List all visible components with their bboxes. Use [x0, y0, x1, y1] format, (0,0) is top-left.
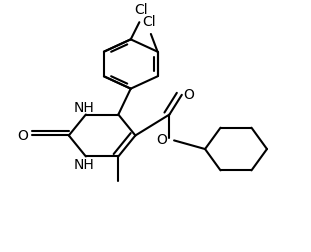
Text: O: O — [156, 133, 167, 147]
Text: O: O — [183, 87, 194, 101]
Text: NH: NH — [74, 100, 95, 114]
Text: O: O — [17, 129, 28, 143]
Text: Cl: Cl — [134, 3, 148, 17]
Text: Cl: Cl — [142, 15, 156, 29]
Text: NH: NH — [74, 158, 95, 172]
